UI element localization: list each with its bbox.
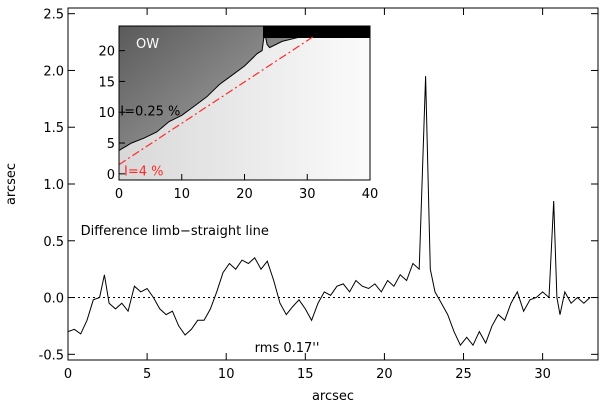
- inset-y-tick-label: 5: [107, 137, 115, 152]
- inset-contour-low: [119, 35, 314, 166]
- inset-dark-region: [119, 26, 308, 180]
- inset-annotation-high: I=0.25 %: [120, 104, 180, 119]
- y-tick-label: 1.0: [43, 178, 64, 193]
- y-ticks: -0.5 0.0 0.5 1.0 1.5 2.0 2.5: [39, 8, 598, 363]
- inset-image: [119, 26, 370, 180]
- inset-label: OW: [136, 37, 159, 52]
- x-tick-label: 10: [218, 367, 235, 382]
- y-tick-label: -0.5: [39, 348, 64, 363]
- inset-y-tick-label: 10: [98, 106, 115, 121]
- y-tick-label: 0.5: [43, 235, 64, 250]
- x-axis-title: arcsec: [312, 389, 354, 404]
- inset-x-tick-label: 30: [299, 187, 316, 202]
- inset-y-tick-label: 0: [107, 168, 115, 183]
- x-ticks: 0 5 10 15 20 25 30: [64, 8, 551, 382]
- series-line: [68, 76, 591, 347]
- x-tick-label: 20: [376, 367, 393, 382]
- y-tick-label: 2.5: [43, 8, 64, 23]
- inset-x-tick-label: 10: [173, 187, 190, 202]
- inset-x-tick-label: 40: [362, 187, 379, 202]
- inset-contour-high: [119, 32, 308, 151]
- x-tick-label: 25: [455, 367, 472, 382]
- inset-black-band: [263, 26, 370, 38]
- inset-x-tick-label: 0: [115, 187, 123, 202]
- y-tick-label: 1.5: [43, 121, 64, 136]
- inset-y-ticks: 0 5 10 15 20: [98, 45, 125, 183]
- x-tick-label: 0: [64, 367, 72, 382]
- inset-x-ticks: 0 10 20 30 40: [115, 174, 378, 202]
- inset-annotation-low: I=4 %: [124, 165, 163, 180]
- inset-chart: 0 10 20 30 40 0 5 10 15 20 OW I=0.25 % I=4 %: [98, 25, 378, 202]
- x-tick-label: 5: [143, 367, 151, 382]
- main-plot: 0 5 10 15 20 25 30 -0.5 0.0 0.5 1.0 1.5 2.0 2.5 Diff…: [4, 7, 599, 404]
- inset-x-tick-label: 20: [236, 187, 253, 202]
- y-axis-title: arcsec: [4, 163, 19, 205]
- x-tick-label: 30: [534, 367, 551, 382]
- inset-y-tick-label: 20: [98, 45, 115, 60]
- x-tick-label: 15: [297, 367, 314, 382]
- annotation-rms: rms 0.17'': [255, 341, 320, 356]
- inset-y-tick-label: 15: [98, 75, 115, 90]
- y-tick-label: 2.0: [43, 64, 64, 79]
- y-tick-label: 0.0: [43, 292, 64, 307]
- annotation-difference: Difference limb−straight line: [81, 224, 269, 239]
